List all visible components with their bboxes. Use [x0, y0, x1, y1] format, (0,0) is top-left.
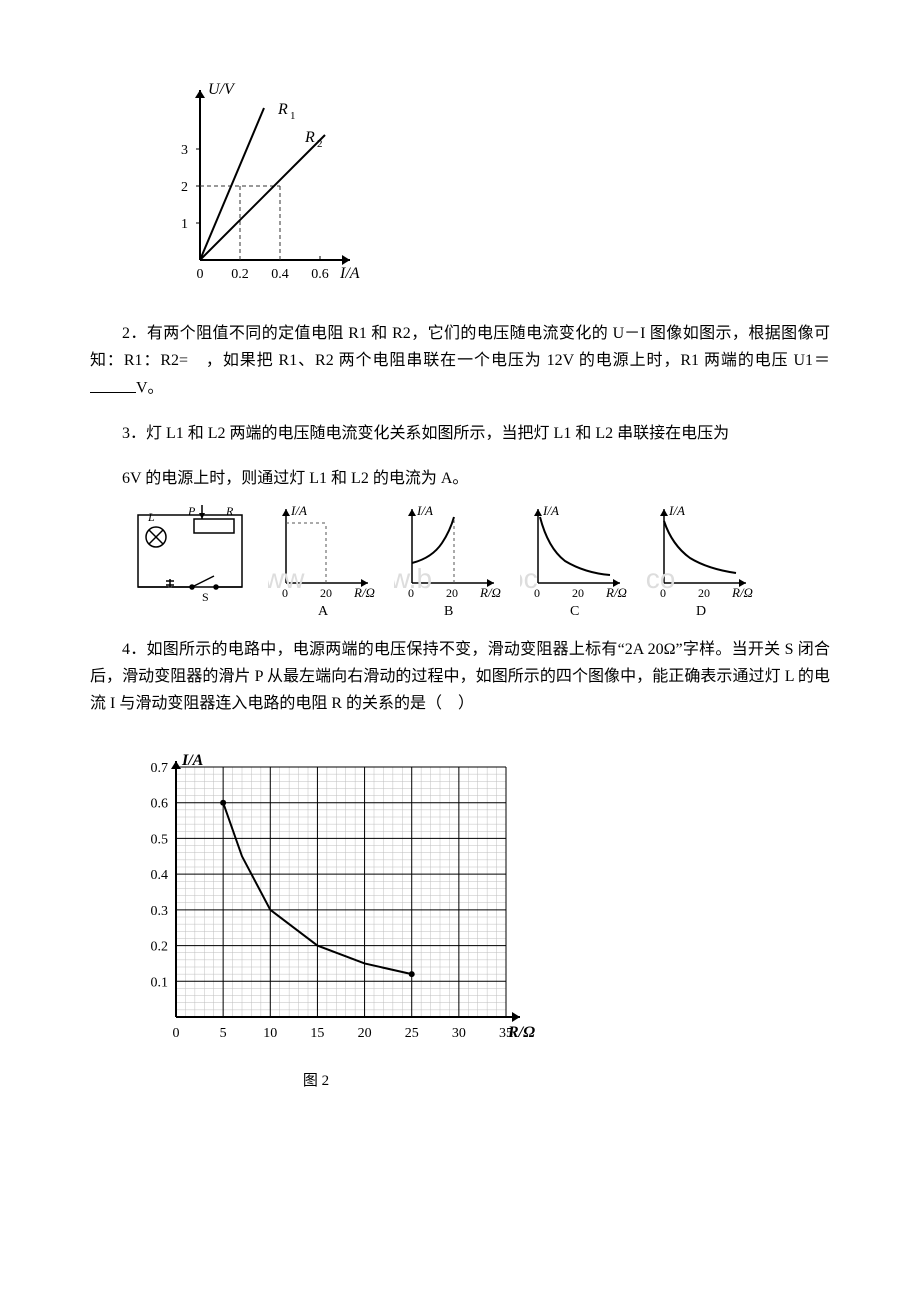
mini-d-xlabel: R/Ω [731, 585, 753, 600]
svg-text:I/A: I/A [181, 752, 204, 769]
mini-b-ylabel: I/A [416, 503, 433, 518]
chart1-ytick-3: 3 [181, 143, 188, 158]
q4-figure-row: L P R S I/A [130, 503, 830, 618]
mini-a-ylabel: I/A [290, 503, 307, 518]
chart1-xlabel: I/A [339, 265, 360, 282]
chart1-xtick-1: 0.2 [231, 267, 249, 282]
svg-text:R/Ω: R/Ω [507, 1024, 535, 1041]
chart1-wrap: 1 2 3 0 0.2 0.4 0.6 U/V I/A R 1 R 2 [150, 70, 830, 290]
q4-paragraph: 4．如图所示的电路中，电源两端的电压保持不变，滑动变阻器上标有“2A 20Ω”字… [90, 636, 830, 718]
svg-text:0.4: 0.4 [151, 868, 169, 883]
svg-text:5: 5 [220, 1026, 227, 1041]
svg-text:0.7: 0.7 [151, 761, 169, 776]
mini-a-option: A [318, 604, 329, 618]
chart2-caption: 图 2 [130, 1069, 502, 1095]
svg-text:0.1: 0.1 [151, 975, 169, 990]
svg-text:0: 0 [173, 1026, 180, 1041]
mini-c-ylabel: I/A [542, 503, 559, 518]
svg-text:10: 10 [263, 1026, 277, 1041]
mini-b-xtick: 20 [446, 586, 458, 600]
chart1-xtick-2: 0.4 [271, 267, 289, 282]
q4-chart-b: I/A R/Ω 0 20 w.b B [394, 503, 502, 618]
svg-text:0.6: 0.6 [151, 797, 169, 812]
mini-c-xlabel: R/Ω [605, 585, 627, 600]
chart1-xtick-0: 0 [197, 267, 204, 282]
watermark-d: .co [646, 563, 675, 594]
mini-d-ylabel: I/A [668, 503, 685, 518]
circuit-s-label: S [202, 590, 209, 603]
svg-text:15: 15 [310, 1026, 324, 1041]
q2-prefix: 2．有两个阻值不同的定值电阻 R1 和 R2，它们的电压随电流变化的 U－I 图… [90, 325, 830, 369]
watermark-a: ww [268, 563, 305, 594]
chart1-r1-label-1: 1 [290, 110, 296, 122]
chart1-r2-label-2: 2 [317, 138, 323, 150]
mini-b-option: B [444, 604, 453, 618]
q2-suffix: V。 [136, 380, 164, 397]
circuit-lamp-label: L [147, 510, 155, 524]
chart1-r1-label-r: R [277, 101, 288, 118]
mini-c-option: C [570, 604, 579, 618]
watermark-b: w.b [394, 563, 432, 594]
mini-a-xtick: 20 [320, 586, 332, 600]
watermark-c: oc [520, 563, 538, 594]
mini-a-xlabel: R/Ω [353, 585, 375, 600]
q4-chart-c: I/A R/Ω 0 20 oc C [520, 503, 628, 618]
chart1-r2-label-r: R [304, 129, 315, 146]
q3-line1: 3．灯 L1 和 L2 两端的电压随电流变化关系如图所示，当把灯 L1 和 L2… [90, 420, 830, 447]
chart2-wrap: 051015202530350.10.20.30.40.50.60.7I/AR/… [130, 747, 830, 1095]
svg-text:0.3: 0.3 [151, 904, 169, 919]
q4-chart-d: I/A R/Ω 0 20 .co D [646, 503, 754, 618]
mini-b-xlabel: R/Ω [479, 585, 501, 600]
svg-text:0.5: 0.5 [151, 833, 169, 848]
q3-line2: 6V 的电源上时，则通过灯 L1 和 L2 的电流为 A。 [90, 465, 830, 492]
chart2-svg: 051015202530350.10.20.30.40.50.60.7I/AR/… [130, 747, 540, 1057]
svg-text:30: 30 [452, 1026, 466, 1041]
mini-d-option: D [696, 604, 706, 618]
chart1-xtick-3: 0.6 [311, 267, 329, 282]
mini-c-xtick: 20 [572, 586, 584, 600]
svg-text:25: 25 [405, 1026, 419, 1041]
q2-paragraph: 2．有两个阻值不同的定值电阻 R1 和 R2，它们的电压随电流变化的 U－I 图… [90, 320, 830, 402]
chart1-ylabel: U/V [208, 81, 236, 98]
mini-d-xtick: 20 [698, 586, 710, 600]
circuit-r-label: R [225, 504, 234, 518]
chart1-ytick-1: 1 [181, 217, 188, 232]
svg-text:0.2: 0.2 [151, 940, 169, 955]
q4-circuit-svg: L P R S [130, 503, 250, 603]
q4-chart-a: I/A R/Ω 0 20 ww A [268, 503, 376, 618]
chart1-ytick-2: 2 [181, 180, 188, 195]
svg-text:20: 20 [358, 1026, 372, 1041]
q2-blank [90, 374, 136, 393]
chart1-svg: 1 2 3 0 0.2 0.4 0.6 U/V I/A R 1 R 2 [150, 70, 370, 290]
circuit-p-label: P [187, 504, 196, 518]
